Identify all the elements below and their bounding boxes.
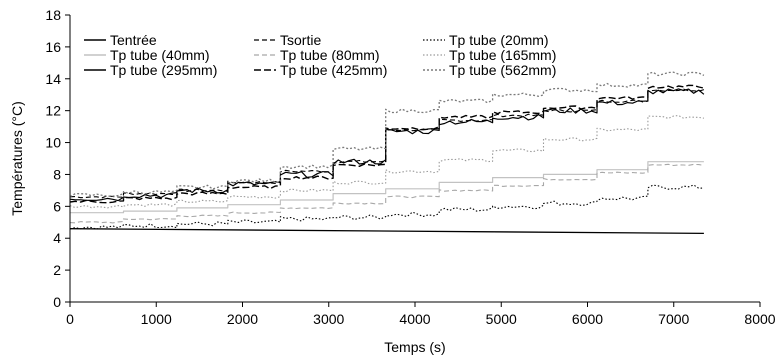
series-line-0 <box>69 228 704 235</box>
y-tick-label: 4 <box>53 230 61 246</box>
legend-label: Tp tube (20mm) <box>449 32 549 48</box>
y-tick-label: 6 <box>53 198 61 214</box>
x-tick-label: 1000 <box>141 311 172 327</box>
x-tick-label: 0 <box>66 311 74 327</box>
x-tick-label: 2000 <box>227 311 258 327</box>
y-tick-label: 16 <box>45 39 61 55</box>
axes: 0 2 4 6 8 10 12 14 16 18 0 1000 2000 3000 4000 5000 6000… <box>45 7 775 327</box>
series-line-6 <box>69 88 705 202</box>
x-tick-label: 7000 <box>658 311 689 327</box>
legend-label: Tp tube (295mm) <box>110 62 217 78</box>
x-tick-label: 5000 <box>486 311 517 327</box>
series-line-1 <box>69 88 705 199</box>
y-tick-label: 0 <box>53 294 61 310</box>
legend: Tentrée Tsortie Tp tube (20mm) Tp tube (40m… <box>84 32 556 78</box>
y-axis-label: Températures (°C) <box>9 101 25 216</box>
legend-label: Tp tube (165mm) <box>449 47 556 63</box>
legend-label: Tsortie <box>280 32 321 48</box>
series-line-8 <box>69 71 705 198</box>
y-tick-label: 10 <box>45 135 61 151</box>
legend-label: Tp tube (80mm) <box>280 47 380 63</box>
series-line-3 <box>70 161 704 214</box>
series-line-4 <box>69 163 704 224</box>
legend-label: Tp tube (40mm) <box>110 47 210 63</box>
x-tick-label: 6000 <box>572 311 603 327</box>
x-tick-label: 4000 <box>399 311 430 327</box>
x-tick-label: 8000 <box>744 311 775 327</box>
x-tick-label: 3000 <box>313 311 344 327</box>
x-axis-label: Temps (s) <box>384 339 445 355</box>
series-line-7 <box>69 84 705 204</box>
legend-label: Tp tube (562mm) <box>449 62 556 78</box>
y-tick-label: 14 <box>45 71 61 87</box>
y-tick-label: 18 <box>45 7 61 23</box>
series-line-5 <box>69 114 704 209</box>
legend-label: Tp tube (425mm) <box>280 62 387 78</box>
legend-label: Tentrée <box>110 32 157 48</box>
plot-lines <box>69 71 705 235</box>
y-tick-label: 12 <box>45 103 61 119</box>
y-tick-label: 2 <box>53 262 61 278</box>
y-tick-label: 8 <box>53 166 61 182</box>
